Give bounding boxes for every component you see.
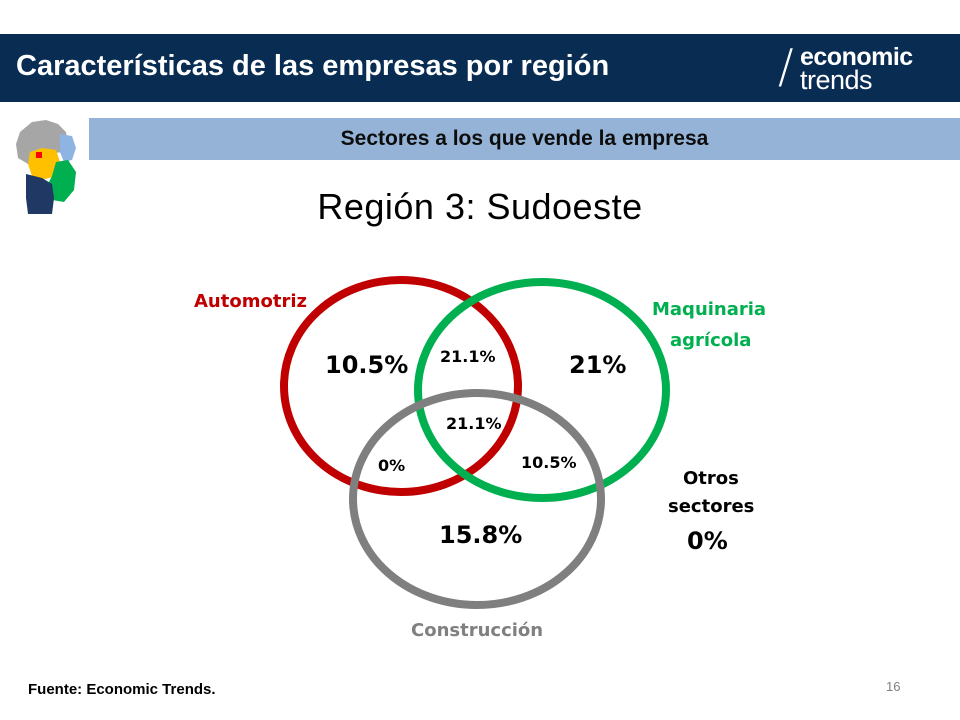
- outside-value: 0%: [687, 527, 728, 555]
- set-label-automotriz: Automotriz: [194, 291, 307, 312]
- region-automotriz-maquinaria: 21.1%: [440, 347, 496, 366]
- map-green-region: [46, 160, 76, 202]
- region-maquinaria-construccion: 10.5%: [521, 453, 577, 472]
- venn-circle-automotriz: [280, 276, 522, 496]
- region-all-three: 21.1%: [446, 414, 502, 433]
- outside-label-line1: Otros: [683, 468, 739, 489]
- region-automotriz-construccion: 0%: [378, 456, 406, 475]
- page-number: 16: [886, 679, 901, 694]
- set-label-maquinaria-line1: Maquinaria: [652, 299, 767, 320]
- region-title: Región 3: Sudoeste: [317, 186, 643, 227]
- source-note: Fuente: Economic Trends.: [28, 681, 216, 698]
- map-highlight-marker: [36, 152, 42, 158]
- venn-circle-construccion: [349, 389, 605, 609]
- set-label-maquinaria-line2: agrícola: [670, 330, 752, 351]
- section-banner-text: Sectores a los que vende la empresa: [340, 127, 709, 150]
- set-label-construccion: Construcción: [411, 620, 544, 641]
- region-automotriz-only: 10.5%: [325, 351, 409, 379]
- economic-trends-logo: / economic trends: [778, 39, 948, 96]
- logo-word-bottom: trends: [800, 65, 873, 95]
- header-bar: Características de las empresas por regi…: [0, 34, 960, 102]
- page-title: Características de las empresas por regi…: [16, 50, 610, 82]
- logo-slash-icon: /: [778, 39, 794, 93]
- map-navy-region: [26, 174, 54, 214]
- map-blue-region: [60, 134, 76, 162]
- section-banner: Sectores a los que vende la empresa: [89, 118, 960, 160]
- region-maquinaria-only: 21%: [569, 351, 627, 379]
- argentina-province-map-icon: [16, 120, 76, 214]
- logo-word-top: economic: [800, 43, 913, 71]
- outside-label-line2: sectores: [668, 496, 755, 517]
- venn-circle-maquinaria: [414, 278, 670, 502]
- region-construccion-only: 15.8%: [439, 521, 523, 549]
